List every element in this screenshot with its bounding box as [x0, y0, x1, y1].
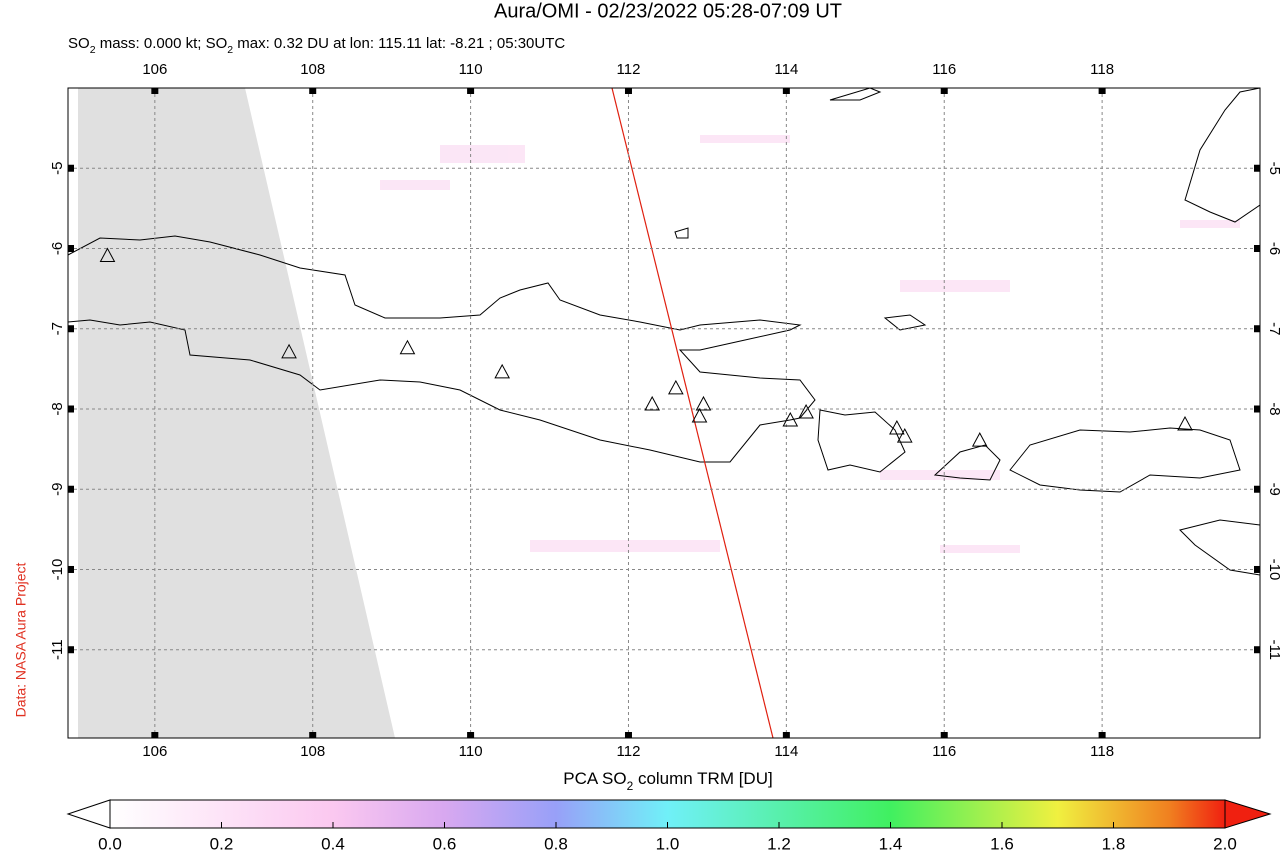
x-tick-label: 114	[774, 61, 798, 78]
volcano-marker	[695, 395, 712, 411]
y-tick-label: -9	[1266, 483, 1283, 496]
y-tick-label: -7	[49, 322, 66, 335]
retrieval-noise	[380, 135, 1240, 553]
coastline-sulawesi	[1184, 88, 1260, 223]
x-tick-label: 118	[1090, 61, 1114, 78]
subscript: 2	[227, 44, 233, 56]
colorbar-tick-label: 0.6	[433, 834, 457, 853]
coastline-java	[68, 235, 816, 463]
text-part: max: 0.32 DU at lon: 115.11 lat: -8.21 ;…	[233, 35, 565, 52]
colorbar	[66, 799, 1272, 829]
coastline-bali	[817, 409, 906, 473]
y-tick-label: -8	[1266, 402, 1283, 415]
volcano-marker	[668, 379, 684, 395]
colorbar-high-arrow	[1224, 799, 1272, 829]
y-tick-label: -10	[1266, 559, 1283, 581]
colorbar-tick-label: 0.0	[98, 834, 122, 853]
map-frame	[67, 87, 1261, 739]
volcano-marker	[971, 432, 988, 447]
y-tick-label: -11	[1266, 639, 1283, 660]
x-tick-label: 112	[617, 61, 641, 78]
colorbar-tick-label: 1.0	[656, 834, 680, 853]
map-area	[68, 88, 1260, 738]
no-data-swath	[78, 88, 395, 738]
x-tick-label: 110	[459, 743, 483, 760]
coastline-lombok	[933, 444, 1001, 481]
volcano-marker	[889, 419, 905, 435]
y-tick-label: -7	[1266, 322, 1283, 335]
text-part: mass: 0.000 kt; SO	[96, 35, 228, 52]
colorbar-low-arrow	[66, 799, 111, 829]
x-tick-label: 106	[142, 61, 167, 78]
volcano-marker	[782, 411, 799, 427]
x-tick-label: 110	[459, 61, 483, 78]
text-part: PCA SO	[563, 769, 626, 788]
coastline-sumba	[1179, 519, 1260, 576]
y-tick-label: -6	[1266, 242, 1283, 255]
volcano-marker	[99, 247, 116, 263]
volcano-marker	[644, 395, 660, 411]
subtitle: SO2 mass: 0.000 kt; SO2 max: 0.32 DU at …	[68, 35, 565, 56]
y-tick-label: -5	[1266, 162, 1283, 175]
orbit-track	[611, 88, 774, 738]
x-tick-label: 112	[617, 743, 641, 760]
y-tick-label: -8	[49, 402, 66, 415]
colorbar-tick-label: 2.0	[1213, 834, 1237, 853]
x-tick-label: 116	[932, 743, 956, 760]
volcano-marker	[281, 343, 297, 359]
colorbar-tick-label: 0.4	[321, 834, 345, 853]
volcano-marker	[691, 407, 708, 423]
subscript: 2	[627, 779, 634, 793]
volcano-marker	[798, 403, 814, 419]
colorbar-tick-label: 1.8	[1102, 834, 1126, 853]
volcano-marker	[1177, 415, 1193, 431]
y-tick-label: -6	[49, 242, 66, 255]
volcano-marker	[896, 428, 913, 443]
colorbar-tick-label: 1.2	[767, 834, 791, 853]
y-tick-label: -10	[49, 559, 66, 581]
volcano-marker	[399, 339, 416, 355]
title: Aura/OMI - 02/23/2022 05:28-07:09 UT	[494, 0, 842, 22]
y-tick-label: -9	[49, 483, 66, 496]
coastline-sumbawa	[1009, 427, 1241, 493]
axes: 106 106 108 108 110 110 112 112 114 114 116 116 118 1…	[49, 61, 1283, 760]
colorbar-tick-label: 0.8	[544, 834, 568, 853]
text-part: SO	[68, 35, 90, 52]
y-tick-label: -5	[49, 162, 66, 175]
volcanoes	[99, 247, 1193, 447]
x-tick-label: 116	[932, 61, 956, 78]
colorbar-tick-label: 1.4	[879, 834, 903, 853]
x-tick-label: 108	[300, 61, 325, 78]
x-tick-label: 118	[1090, 743, 1114, 760]
volcano-marker	[494, 363, 511, 379]
x-tick-label: 114	[774, 743, 798, 760]
y-tick-label: -11	[49, 639, 66, 660]
x-tick-label: 106	[142, 743, 167, 760]
x-tick-label: 108	[300, 743, 325, 760]
colorbar-tick-label: 0.2	[210, 834, 234, 853]
side-label: Data: NASA Aura Project	[13, 562, 29, 717]
colorbar-tick-label: 1.6	[990, 834, 1014, 853]
colorbar-ticks: 0.0 0.2 0.4 0.6 0.8 1.0 1.2 1.4 1.6 1.8 2.0	[98, 822, 1237, 853]
coastline-borneo	[829, 88, 882, 101]
colorbar-label: PCA SO2 column TRM [DU]	[563, 769, 772, 793]
grid	[68, 88, 1260, 738]
coastline-islands	[674, 227, 927, 331]
text-part: column TRM [DU]	[633, 769, 773, 788]
subscript: 2	[90, 44, 96, 56]
